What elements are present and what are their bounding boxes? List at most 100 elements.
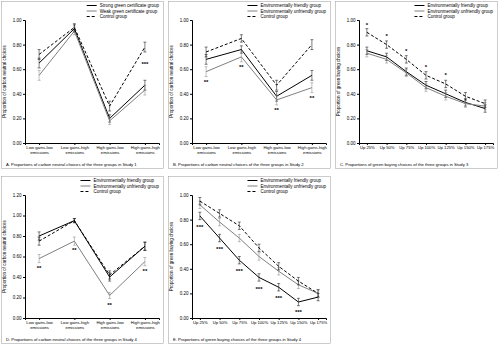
tick-label-line: Up 125% (271, 320, 289, 325)
tick-label-line: Up 50% (213, 320, 228, 325)
error-bar (297, 298, 300, 305)
legend-swatch (87, 16, 97, 17)
error-bar (108, 271, 111, 279)
series (205, 46, 314, 101)
legend-label: Strong green certificate group (100, 3, 160, 8)
significance-marker: *** (216, 246, 224, 252)
error-bar (198, 197, 201, 204)
error-bar (310, 40, 313, 50)
y-tick: 0.60 (180, 242, 192, 247)
significance-marker: *** (275, 295, 283, 301)
x-tick: Up 125% (271, 318, 289, 325)
tick-label-line: emissions (30, 325, 49, 330)
series (365, 29, 486, 108)
legend-label: Control group (100, 14, 128, 19)
x-tick-label: Up 125% (438, 145, 456, 150)
x-tick: Low gains-lowemissions (193, 143, 221, 155)
significance-marker: ** (239, 64, 244, 70)
error-bar (444, 80, 447, 87)
x-tick: Low gains-highemissions (228, 143, 257, 155)
legend-label: Environmentally friendly group (427, 3, 488, 8)
series (38, 219, 147, 279)
x-tick-label: Up 75% (232, 320, 247, 325)
error-bar (310, 70, 313, 80)
error-bar (405, 69, 408, 76)
x-tick: High gains-lowemissions (96, 143, 124, 155)
error-bar (38, 50, 41, 60)
series-line (367, 32, 485, 103)
error-bar (73, 24, 76, 31)
series (198, 201, 319, 297)
x-tick: Up 175% (310, 318, 328, 325)
error-bar (277, 284, 280, 291)
legend-item: Control group (247, 189, 288, 194)
panel: 0.000.200.400.600.801.001.20Low gains-lo… (2, 177, 164, 344)
y-axis: 0.000.200.400.600.801.00 (180, 18, 193, 146)
y-tick-label: 0.40 (180, 267, 189, 272)
y-tick: 0.60 (180, 67, 192, 72)
legend-item: Control group (247, 14, 288, 19)
y-axis-line (23, 21, 26, 144)
y-tick: 0.60 (347, 67, 359, 72)
significance-marker: *** (196, 224, 204, 230)
error-bar (464, 100, 467, 107)
series-line (39, 31, 145, 121)
marks (38, 219, 147, 299)
y-tick: 0.20 (180, 116, 192, 121)
significance-marker: * (425, 64, 428, 70)
y-axis-line (190, 21, 193, 144)
significance-marker: ** (274, 107, 279, 113)
y-tick-label: 1.00 (13, 213, 22, 218)
tick-label-line: Up 150% (290, 320, 308, 325)
series (38, 27, 147, 124)
series (365, 50, 486, 110)
error-bar (38, 70, 41, 80)
tick-label-line: Up 100% (418, 145, 436, 150)
x-tick: Up 150% (290, 318, 308, 325)
significance-marker: ** (143, 268, 148, 274)
error-bar (143, 242, 146, 250)
y-axis-line (357, 21, 360, 144)
y-tick-mark (357, 69, 359, 70)
x-tick-label: High gains-lowemissions (96, 145, 124, 155)
y-tick-label: 0.20 (180, 116, 189, 121)
y-tick: 1.00 (180, 18, 192, 23)
y-tick-mark (23, 20, 25, 21)
significance-marker: ** (107, 302, 112, 308)
legend-label: Control group (427, 14, 455, 19)
panel: 0.000.200.400.600.801.00Low gains-lowemi… (2, 2, 164, 169)
legend-item: Environmentally friendly group (80, 178, 154, 183)
y-tick-mark (357, 20, 359, 21)
series (198, 212, 319, 305)
y-axis-title: Proportion of carbon neutral choices (2, 220, 7, 293)
y-tick-mark (23, 195, 25, 196)
significance-marker: *** (141, 61, 149, 67)
marks (365, 29, 486, 113)
y-tick-label: 0.60 (13, 67, 22, 72)
y-tick: 0.80 (13, 43, 25, 48)
plot-area: 0.000.200.400.600.801.00Up 25%Up 50%Up 7… (347, 18, 495, 151)
x-tick: Up 50% (380, 143, 395, 150)
y-tick: 1.00 (180, 193, 192, 198)
y-tick-mark (23, 69, 25, 70)
x-tick-label: Up 25% (360, 145, 375, 150)
series (365, 47, 486, 112)
tick-label-line: Up 175% (310, 320, 328, 325)
x-tick-label: Up 100% (418, 145, 436, 150)
error-bar (38, 254, 41, 262)
x-tick-label: Up 100% (251, 320, 269, 325)
tick-label-line: Up 25% (360, 145, 375, 150)
error-bar (317, 290, 320, 297)
y-tick-label: 0.80 (13, 43, 22, 48)
tick-label-line: Up 25% (193, 320, 208, 325)
marks (198, 197, 319, 305)
y-tick-label: 0.60 (347, 67, 356, 72)
y-tick: 0.40 (13, 275, 25, 280)
y-tick: 0.80 (180, 43, 192, 48)
legend-swatch (414, 5, 424, 6)
series-line (39, 27, 145, 106)
series-line (39, 221, 145, 275)
y-tick-mark (23, 45, 25, 46)
y-tick-mark (23, 118, 25, 119)
x-tick-label: High gains-highemissions (298, 145, 328, 155)
